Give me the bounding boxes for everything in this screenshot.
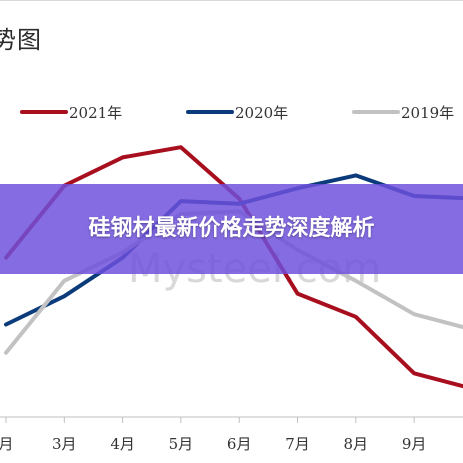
legend-label-2: 2019年 <box>401 104 454 122</box>
x-tick-label-3: 5月 <box>169 435 194 453</box>
x-tick-label-0: 月 <box>0 435 14 453</box>
legend: 2021年 2020年 2019年 <box>20 104 454 122</box>
x-tick-label-7: 9月 <box>402 435 427 453</box>
x-axis-ticks: 月3月4月5月6月7月8月9月1( <box>0 417 427 453</box>
banner-title: 硅钢材最新价格走势深度解析 <box>88 216 375 241</box>
title-banner: 硅钢材最新价格走势深度解析 <box>0 184 463 274</box>
legend-label-0: 2021年 <box>69 104 122 122</box>
x-tick-label-2: 4月 <box>110 435 135 453</box>
x-tick-label-5: 7月 <box>285 435 310 453</box>
top-border <box>0 0 463 1</box>
legend-label-1: 2020年 <box>235 104 288 122</box>
x-tick-label-6: 8月 <box>344 435 369 453</box>
x-tick-label-4: 6月 <box>227 435 252 453</box>
x-tick-label-1: 3月 <box>52 435 77 453</box>
chart-title: 势图 <box>0 26 42 54</box>
